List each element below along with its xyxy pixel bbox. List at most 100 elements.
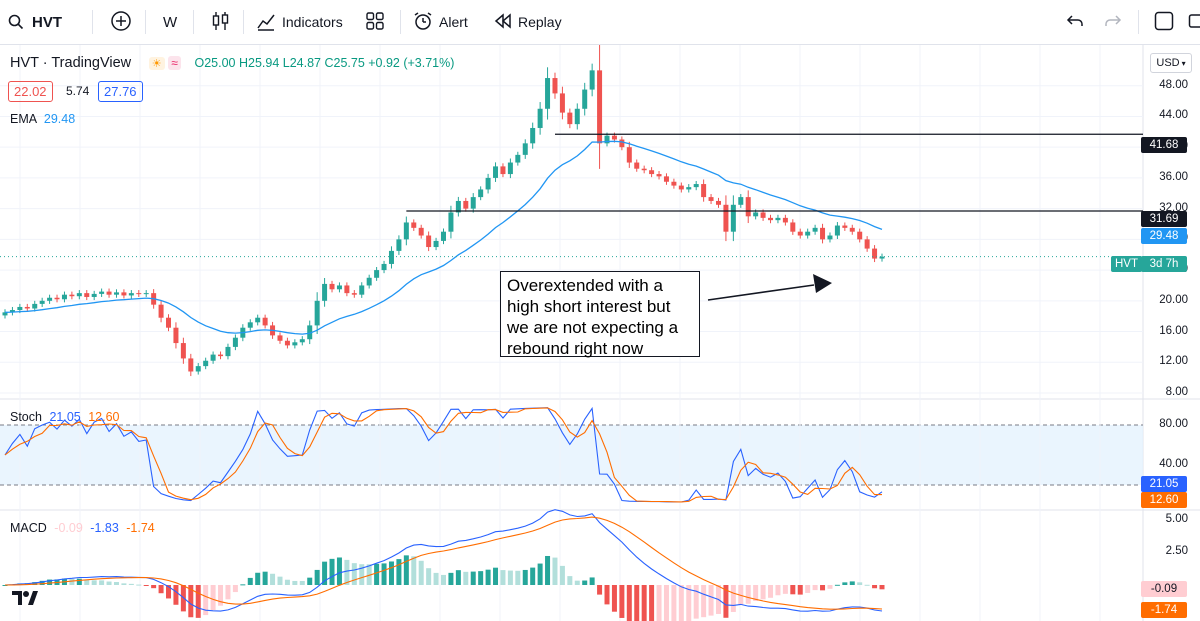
interval-label: W: [163, 13, 178, 31]
macd-histogram-bar: [173, 585, 179, 605]
macd-histogram-bar: [203, 585, 209, 616]
macd-histogram-bar: [277, 576, 283, 585]
macd-histogram-bar: [39, 580, 45, 585]
macd-histogram-bar: [857, 582, 863, 585]
candle-body: [106, 291, 112, 295]
price-tick-label: 32.00: [1159, 201, 1188, 214]
text-annotation[interactable]: Overextended with a high short interest …: [500, 271, 700, 358]
square-icon: [1154, 11, 1174, 34]
macd-histogram-bar: [849, 581, 855, 585]
candle-body: [768, 217, 774, 221]
candle-body: [448, 212, 454, 232]
candle-body: [760, 212, 766, 218]
macd-histogram-bar: [678, 585, 684, 621]
compare-button[interactable]: [110, 0, 132, 44]
macd-histogram-bar: [2, 585, 8, 586]
level-low-tag: 31.69: [1141, 211, 1187, 227]
candle-body: [314, 300, 320, 326]
candle-body: [589, 70, 595, 90]
macd-hist-tag: -0.09: [1141, 581, 1187, 597]
candle-body: [857, 231, 863, 240]
stoch-legend: Stoch 21.05 12.60: [10, 410, 120, 424]
screenshot-button[interactable]: [1188, 0, 1200, 44]
macd-histogram-bar: [307, 577, 313, 585]
candle-body: [284, 340, 290, 346]
stoch-tick-label: 40.00: [1159, 458, 1188, 470]
candle-body: [359, 285, 365, 295]
candle-body: [203, 360, 209, 367]
macd-signal-value: -1.74: [126, 521, 155, 535]
macd-histogram-bar: [507, 570, 513, 585]
interval-button[interactable]: W: [163, 0, 177, 44]
macd-histogram-bar: [314, 569, 320, 585]
chart-canvas[interactable]: [0, 45, 1200, 621]
macd-histogram-bar: [872, 585, 878, 589]
replay-button[interactable]: Replay: [494, 0, 562, 44]
macd-histogram-bar: [559, 565, 565, 585]
fullscreen-button[interactable]: [1154, 0, 1174, 44]
candle-body: [329, 283, 335, 290]
replay-label: Replay: [518, 14, 562, 30]
candle-body: [121, 292, 127, 296]
price-tick-label: 48.00: [1159, 78, 1188, 91]
chart-type-button[interactable]: [211, 0, 231, 44]
candle-body: [478, 189, 484, 198]
macd-histogram-bar: [834, 584, 840, 586]
price-tick-label: 44.00: [1159, 109, 1188, 122]
symbol-tag: HVT: [1111, 256, 1142, 272]
alert-button[interactable]: Alert: [413, 0, 468, 44]
layout-button[interactable]: [366, 0, 384, 44]
macd-histogram-bar: [381, 563, 387, 585]
candle-body: [54, 297, 60, 300]
ema-tag: 29.48: [1141, 228, 1187, 244]
candle-body: [701, 184, 707, 198]
tradingview-logo[interactable]: [10, 587, 40, 609]
annotation-arrow-line: [707, 284, 815, 301]
macd-histogram-bar: [768, 585, 774, 598]
stoch-d-line: [4, 407, 882, 503]
macd-histogram-bar: [708, 585, 714, 616]
macd-histogram-bar: [545, 555, 551, 585]
currency-selector[interactable]: USD ▾: [1150, 53, 1192, 73]
macd-histogram-bar: [626, 585, 632, 621]
redo-button[interactable]: [1104, 0, 1122, 44]
candle-body: [879, 256, 885, 259]
macd-histogram-bar: [359, 564, 365, 585]
candle-body: [797, 231, 803, 236]
buy-price[interactable]: 27.76: [98, 81, 143, 102]
candle-body: [597, 70, 603, 144]
candle-body: [626, 147, 632, 163]
candle-body: [173, 327, 179, 344]
candle-body: [336, 285, 342, 290]
macd-histogram-bar: [827, 585, 833, 589]
candle-body: [515, 154, 521, 163]
candle-body: [411, 222, 417, 228]
macd-histogram-bar: [403, 555, 409, 585]
undo-button[interactable]: [1066, 0, 1084, 44]
candle-body: [47, 297, 53, 301]
ohlc-values: O25.00 H25.94 L24.87 C25.75 +0.92 (+3.71…: [194, 56, 455, 70]
macd-histogram-bar: [91, 580, 97, 585]
macd-histogram-bar: [232, 585, 238, 593]
chart-area[interactable]: HVT · TradingView ☀ ≈ O25.00 H25.94 L24.…: [0, 45, 1200, 621]
symbol-search-button[interactable]: HVT: [8, 0, 62, 44]
candles-icon: [211, 10, 231, 35]
candle-body: [522, 143, 528, 155]
candle-body: [232, 337, 238, 347]
sell-price[interactable]: 22.02: [8, 81, 53, 102]
macd-histogram-bar: [522, 569, 528, 585]
candle-body: [738, 197, 744, 205]
candle-body: [32, 303, 38, 309]
macd-histogram-bar: [686, 585, 692, 621]
macd-signal-line: [4, 516, 883, 610]
macd-histogram-bar: [879, 585, 885, 590]
candle-body: [24, 306, 30, 309]
macd-histogram-bar: [218, 585, 224, 606]
candle-body: [745, 197, 751, 217]
macd-histogram-bar: [47, 579, 53, 585]
macd-histogram-bar: [805, 585, 811, 593]
candle-body: [91, 293, 97, 297]
indicators-button[interactable]: Indicators: [256, 0, 343, 44]
macd-histogram-bar: [240, 584, 246, 586]
macd-histogram-bar: [582, 580, 588, 585]
